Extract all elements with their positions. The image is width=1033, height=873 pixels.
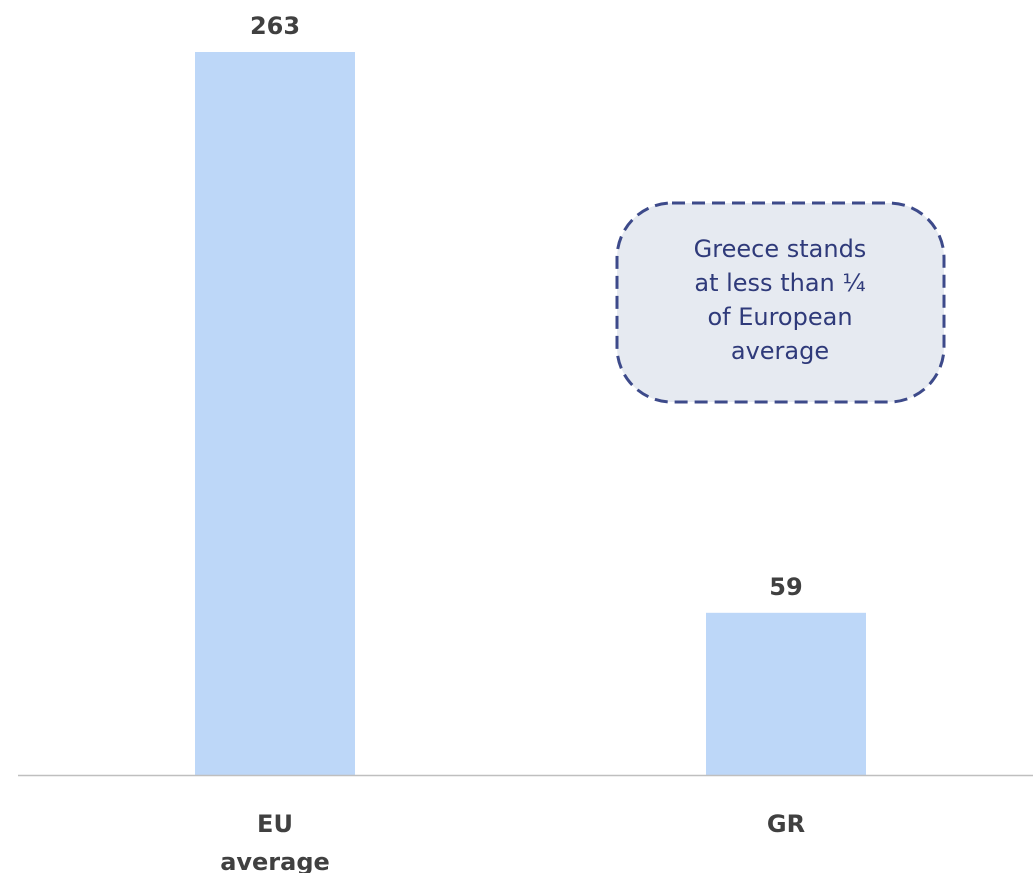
category-label-0: EU average bbox=[220, 810, 330, 873]
annotation-line-1: at less than ¼ bbox=[694, 269, 865, 297]
bar-1 bbox=[706, 612, 866, 775]
bar-value-label-1: 59 bbox=[769, 573, 802, 601]
annotation-text-block: Greece stands at less than ¼ of European av… bbox=[694, 235, 867, 365]
category-labels-layer: EU average GR bbox=[220, 810, 805, 873]
category-label-1: GR bbox=[767, 810, 805, 838]
bar-0 bbox=[195, 52, 355, 775]
category-label-line: average bbox=[220, 848, 330, 873]
annotation-callout: Greece stands at less than ¼ of European av… bbox=[615, 201, 946, 404]
annotation-text: Greece stands at less than ¼ of European av… bbox=[694, 235, 867, 365]
annotation-line-3: average bbox=[731, 337, 829, 365]
category-label-line: EU bbox=[257, 810, 293, 838]
value-labels-layer: 263 59 bbox=[250, 12, 803, 601]
bars-layer bbox=[195, 52, 866, 775]
annotation-box bbox=[615, 201, 946, 404]
bar-value-label-0: 263 bbox=[250, 12, 300, 40]
annotation-line-0: Greece stands bbox=[694, 235, 867, 263]
annotation-line-2: of European bbox=[707, 303, 852, 331]
category-label-line: GR bbox=[767, 810, 805, 838]
